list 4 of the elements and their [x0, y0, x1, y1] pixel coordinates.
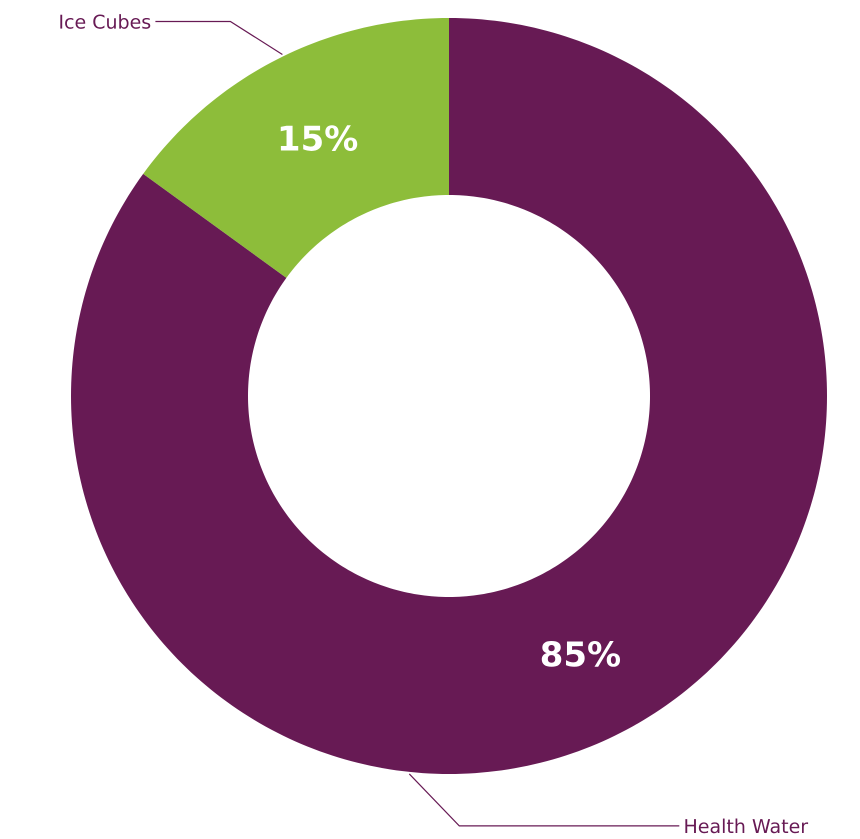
data-label: 15%: [280, 125, 358, 151]
slice-label: Ice Cubes: [60, 14, 150, 29]
data-label: 85%: [542, 641, 620, 667]
slice-label: Health Water: [685, 818, 808, 834]
